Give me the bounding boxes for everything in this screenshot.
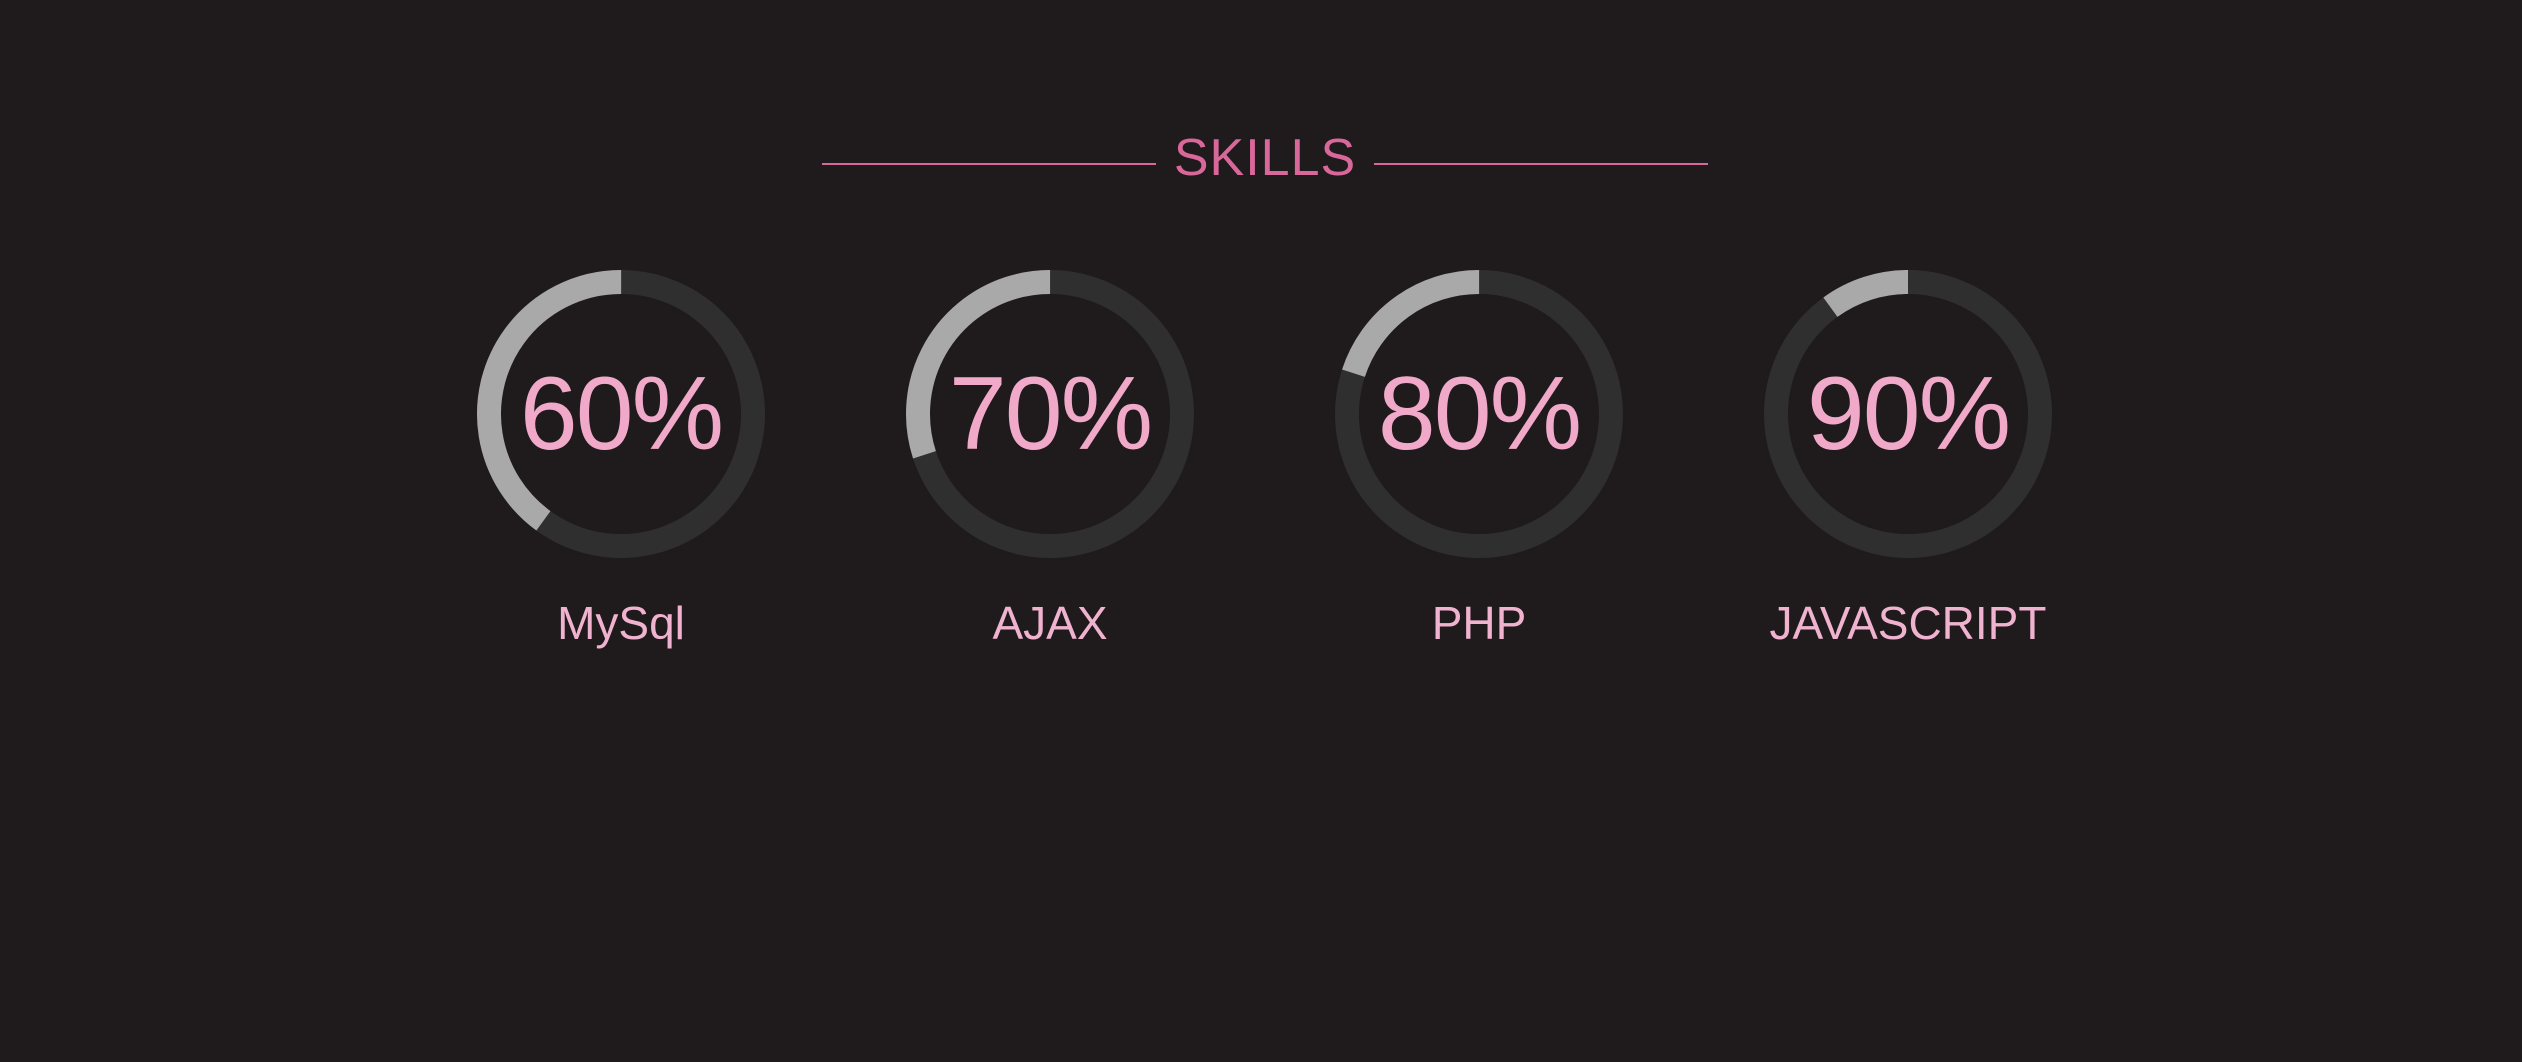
skill-percent: 90% — [1806, 356, 2011, 472]
skill-name: PHP — [1431, 597, 1527, 649]
progress-ring: 90% — [1764, 270, 2052, 558]
skill-name: AJAX — [992, 597, 1108, 649]
progress-ring-fill — [477, 270, 765, 558]
skill-percent: 70% — [948, 356, 1153, 472]
progress-ring: 60% — [477, 270, 765, 558]
progress-ring-fill — [1764, 270, 2052, 558]
progress-ring-fill — [1335, 270, 1623, 558]
progress-ring: 80% — [1335, 270, 1623, 558]
progress-ring-graphic — [906, 270, 1194, 558]
progress-ring-graphic — [1335, 270, 1623, 558]
progress-ring-graphic — [1764, 270, 2052, 558]
header-divider-right — [1374, 163, 1708, 165]
section-title: SKILLS — [1173, 129, 1357, 187]
skill-card-php: 80% PHP — [1279, 270, 1679, 670]
skill-card-mysql: 60% MySql — [421, 270, 821, 670]
skills-list: 60% MySql 70% AJAX 80% PHP — [0, 270, 2522, 670]
skill-percent: 80% — [1377, 356, 1582, 472]
skill-percent: 60% — [519, 356, 724, 472]
progress-ring-fill — [906, 270, 1194, 558]
skill-card-javascript: 90% JAVASCRIPT — [1708, 270, 2108, 670]
skill-card-ajax: 70% AJAX — [850, 270, 1250, 670]
progress-ring-graphic — [477, 270, 765, 558]
header-divider-left — [822, 163, 1156, 165]
skill-name: JAVASCRIPT — [1769, 597, 2047, 649]
skills-section-header: SKILLS — [822, 118, 1708, 198]
skill-name: MySql — [557, 597, 685, 649]
progress-ring: 70% — [906, 270, 1194, 558]
